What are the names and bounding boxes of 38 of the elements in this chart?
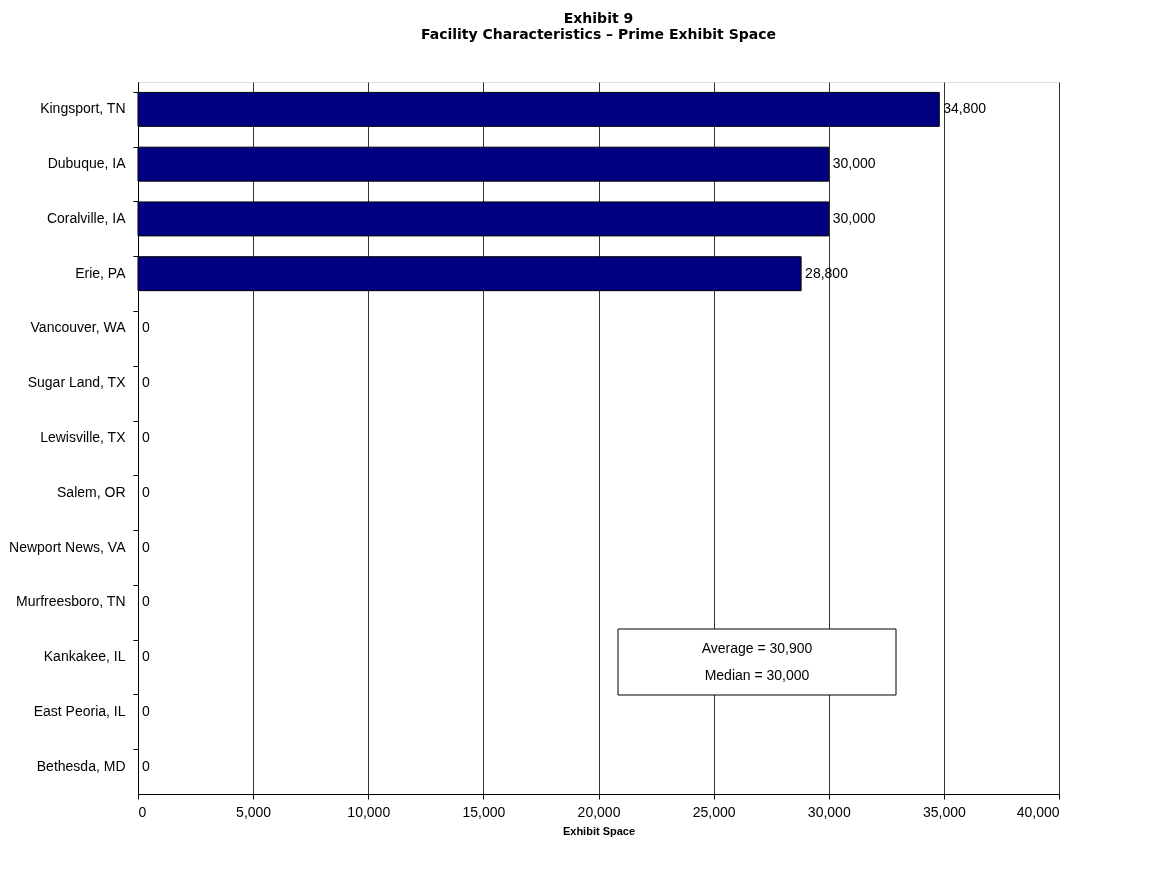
y-tick-label: Dubuque, IA xyxy=(47,155,127,172)
x-tick-label: 35,000 xyxy=(922,803,966,820)
x-axis-title: Exhibit Space xyxy=(562,824,636,837)
x-tick-label: 15,000 xyxy=(462,803,506,820)
y-tick-label: Kankakee, IL xyxy=(43,648,126,665)
y-tick-label: East Peoria, IL xyxy=(33,702,126,719)
y-tick-label: Erie, PA xyxy=(75,264,127,281)
x-tick-label: 40,000 xyxy=(1016,803,1060,820)
data-label: 0 xyxy=(142,757,150,774)
data-label: 0 xyxy=(142,374,150,391)
data-label: 0 xyxy=(142,593,150,610)
x-tick-label: 30,000 xyxy=(807,803,851,820)
annotation: Median = 30,000 xyxy=(704,666,810,683)
x-tick-label: 20,000 xyxy=(577,803,621,820)
data-label: 0 xyxy=(142,483,150,500)
x-tick-label: 10,000 xyxy=(347,803,391,820)
x-tick-label: 5,000 xyxy=(236,803,272,820)
y-tick-label: Sugar Land, TX xyxy=(27,374,127,391)
y-tick-label: Coralville, IA xyxy=(46,209,127,226)
data-label: 0 xyxy=(142,702,150,719)
y-tick-label: Bethesda, MD xyxy=(36,757,126,774)
chart-title: Exhibit 9 xyxy=(563,10,634,26)
y-tick-label: Murfreesboro, TN xyxy=(16,593,126,610)
data-label: 0 xyxy=(142,538,150,555)
y-tick-label: Salem, OR xyxy=(57,483,126,500)
y-tick-label: Newport News, VA xyxy=(9,538,127,555)
y-tick-label: Lewisville, TX xyxy=(40,429,127,445)
data-label: 0 xyxy=(142,429,150,445)
data-label: 30,000 xyxy=(832,209,876,226)
data-label: 0 xyxy=(142,648,150,665)
annotation: Average = 30,900 xyxy=(701,639,813,656)
y-tick-label: Kingsport, TN xyxy=(40,100,126,117)
chart-subtitle: Facility Characteristics – Prime Exhibit Space xyxy=(420,26,777,42)
data-label: 0 xyxy=(142,319,150,336)
y-tick-label: Vancouver, WA xyxy=(30,319,127,336)
x-tick-label: 0 xyxy=(138,803,147,820)
data-label: 30,000 xyxy=(832,155,876,172)
x-tick-label: 25,000 xyxy=(692,803,736,820)
